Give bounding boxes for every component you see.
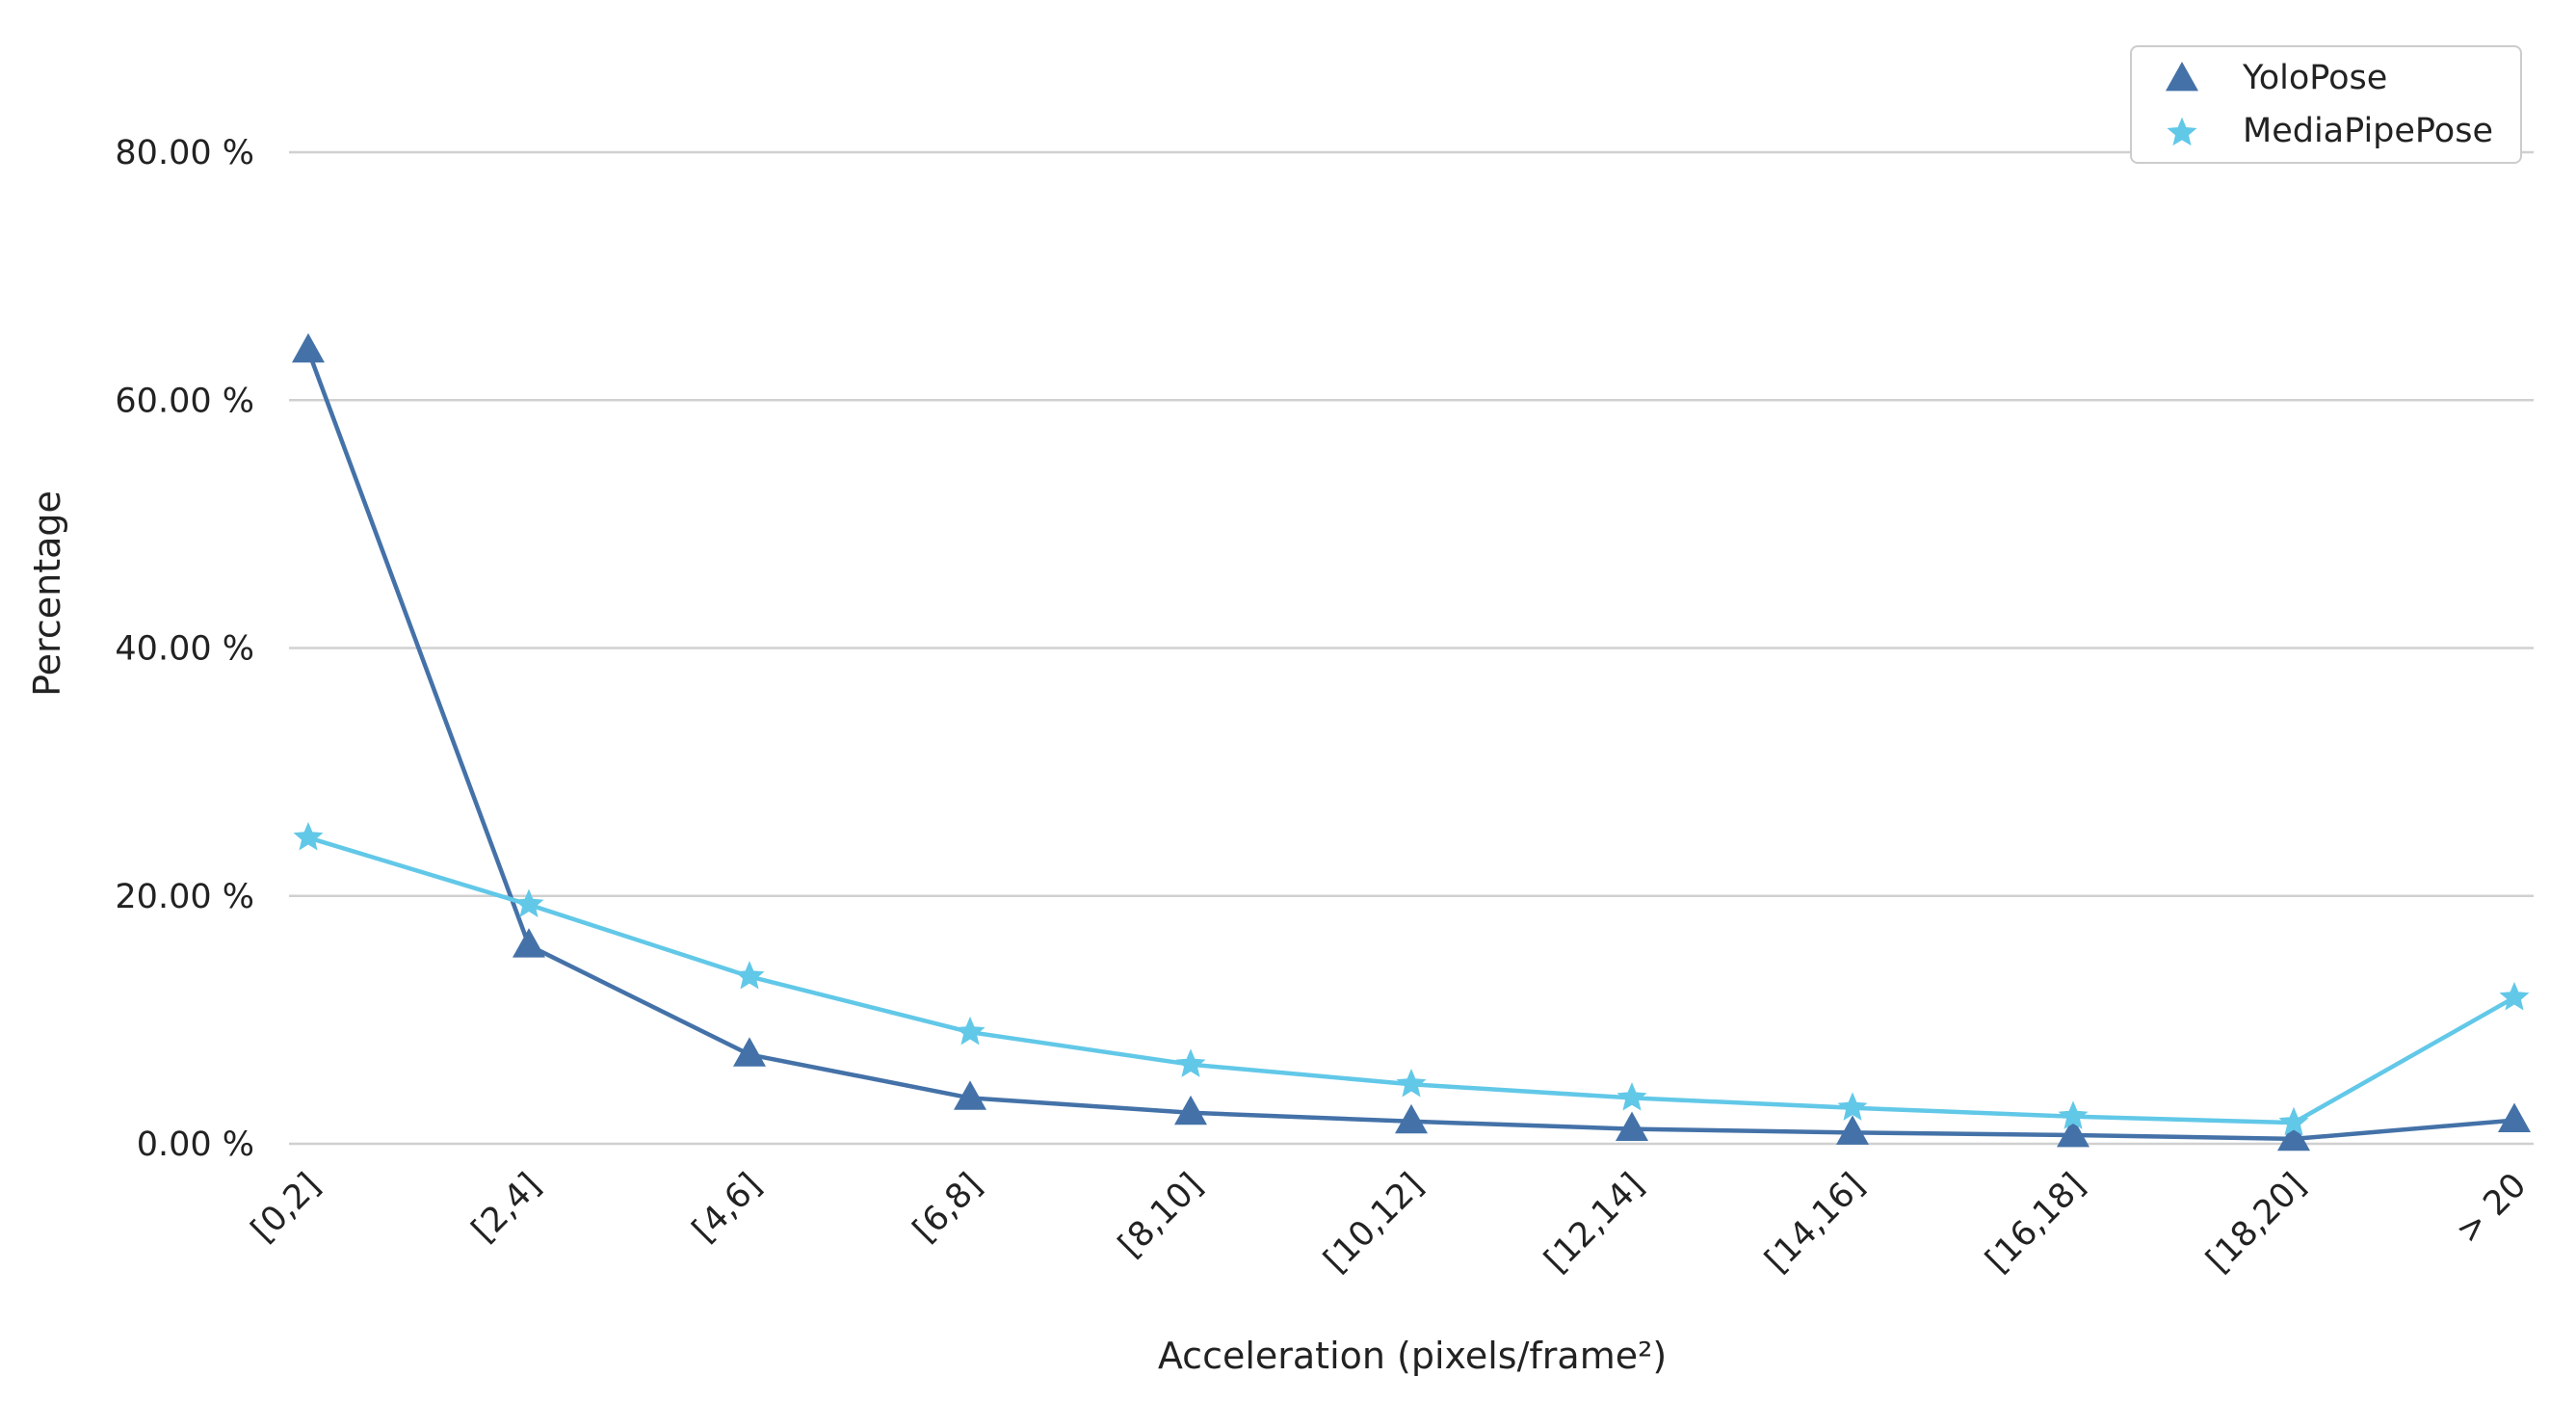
data-point-mediapipepose xyxy=(2499,981,2530,1011)
legend-triangle-icon xyxy=(2165,61,2199,92)
y-tick-label: 80.00 % xyxy=(115,134,254,172)
data-point-mediapipepose xyxy=(293,822,324,851)
legend-star-marker xyxy=(2167,117,2197,146)
data-point-mediapipepose xyxy=(513,888,544,917)
data-point-mediapipepose xyxy=(1617,1082,1647,1111)
legend-label-mediapipepose: MediaPipePose xyxy=(2243,112,2493,150)
y-axis-title: Percentage xyxy=(26,490,68,697)
legend-label-yolopose: YoloPose xyxy=(2242,59,2387,97)
y-tick-label: 60.00 % xyxy=(115,382,254,420)
data-point-yolopose xyxy=(1173,1095,1208,1125)
legend-star-icon xyxy=(2167,117,2197,146)
y-tick-label: 40.00 % xyxy=(115,630,254,669)
legend-triangle-marker xyxy=(2165,61,2199,92)
data-point-yolopose xyxy=(2056,1117,2090,1148)
series-mediapipepose xyxy=(293,822,2530,1136)
data-point-mediapipepose xyxy=(955,1016,986,1046)
data-point-yolopose xyxy=(512,928,546,958)
y-tick-label: 0.00 % xyxy=(137,1125,254,1164)
x-axis-title: Acceleration (pixels/frame²) xyxy=(1158,1335,1667,1377)
legend-frame xyxy=(2130,45,2522,164)
data-point-mediapipepose xyxy=(1396,1069,1427,1098)
y-axis-ticks: 0.00 % 20.00 % 40.00 % 60.00 % 80.00 % xyxy=(115,134,254,1164)
data-point-mediapipepose xyxy=(1175,1048,1206,1077)
series-group xyxy=(291,332,2532,1152)
data-point-yolopose xyxy=(1835,1115,1870,1145)
data-point-yolopose xyxy=(953,1080,987,1110)
data-point-mediapipepose xyxy=(2278,1106,2309,1136)
grid-lines xyxy=(289,150,2534,1146)
data-point-mediapipepose xyxy=(2058,1100,2089,1129)
data-point-mediapipepose xyxy=(734,961,765,990)
data-point-mediapipepose xyxy=(1837,1092,1868,1121)
data-point-yolopose xyxy=(732,1037,767,1067)
data-point-yolopose xyxy=(2276,1121,2311,1152)
legend: YoloPose MediaPipePose xyxy=(2130,45,2522,164)
data-point-yolopose xyxy=(1394,1103,1429,1134)
data-point-yolopose xyxy=(2497,1102,2532,1132)
y-tick-label: 20.00 % xyxy=(115,878,254,916)
series-yolopose xyxy=(291,332,2532,1152)
data-point-yolopose xyxy=(291,332,326,363)
data-point-yolopose xyxy=(1615,1111,1649,1141)
